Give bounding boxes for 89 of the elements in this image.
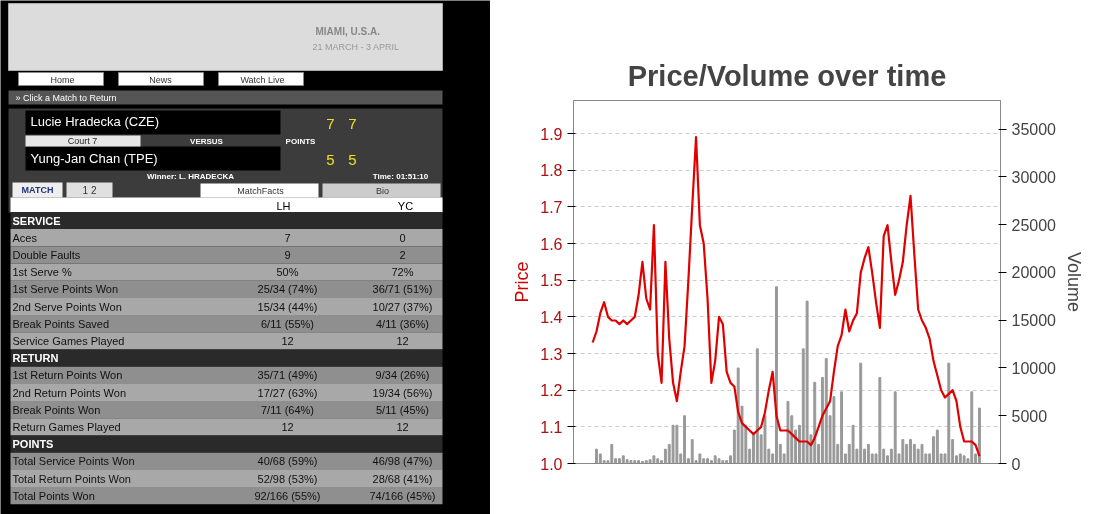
y-tick-label: 1.0 <box>540 455 563 473</box>
text: Total Return Points Won <box>12 472 131 485</box>
text: 72% <box>391 266 414 279</box>
text: Yung-Jan Chan (TPE) <box>30 151 158 166</box>
text: 7 <box>348 114 357 132</box>
y2-tick-label: 35000 <box>1011 121 1057 139</box>
text: LH <box>276 199 291 212</box>
text: 6/11 (55%) <box>261 317 314 330</box>
text: 1st Return Points Won <box>12 369 123 382</box>
text: 12 <box>396 334 409 347</box>
text: 35/71 (49%) <box>257 369 318 382</box>
text: 50% <box>276 266 299 279</box>
text: 40/68 (59%) <box>257 455 318 468</box>
text: Bio <box>376 185 390 196</box>
text: Break Points Won <box>12 403 101 416</box>
y-tick-label: 1.4 <box>540 308 563 326</box>
y-tick-label: 1.8 <box>540 162 563 180</box>
text: » Click a Match to Return <box>15 92 117 103</box>
y-tick-label: 1.7 <box>540 198 563 216</box>
y2-tick-label: 15000 <box>1011 312 1057 330</box>
y-tick-label: 1.2 <box>540 382 563 400</box>
text: News <box>149 74 173 85</box>
text: 1 2 <box>82 184 97 196</box>
text: Aces <box>12 231 38 244</box>
y2-tick-label: 20000 <box>1011 264 1057 282</box>
y-tick-label: 1.3 <box>540 345 563 363</box>
text: 5/11 (45%) <box>376 403 429 416</box>
text: 25/34 (74%) <box>257 283 318 296</box>
text: 9/34 (26%) <box>375 369 430 382</box>
text: 17/27 (63%) <box>257 386 318 399</box>
text: 2 <box>399 248 406 261</box>
text: 10/27 (37%) <box>372 300 433 313</box>
text: Court 7 <box>67 136 98 146</box>
text: 12 <box>281 420 294 433</box>
text: MIAMI, U.S.A. <box>315 26 381 37</box>
text: 9 <box>284 248 291 261</box>
text: VERSUS <box>190 137 224 146</box>
text: MatchFacts <box>237 185 285 196</box>
text: Winner: L. HRADECKA <box>146 172 235 181</box>
text: Total Service Points Won <box>12 455 135 468</box>
text: 0 <box>399 231 406 244</box>
text: Watch Live <box>240 74 285 85</box>
text: 74/166 (45%) <box>369 489 436 502</box>
text: SERVICE <box>12 214 61 227</box>
text: POINTS <box>12 438 54 451</box>
text: YC <box>397 199 414 212</box>
text: 52/98 (53%) <box>257 472 318 485</box>
text: 7 <box>284 231 291 244</box>
y-tick-label: 1.5 <box>540 272 563 290</box>
text: 28/68 (41%) <box>372 472 433 485</box>
y-tick-label: 1.9 <box>540 125 563 143</box>
text: 36/71 (51%) <box>372 283 433 296</box>
text: Double Faults <box>12 248 81 261</box>
text: 21 MARCH - 3 APRIL <box>312 41 400 52</box>
text: 1st Serve % <box>12 266 73 279</box>
text: 5 <box>348 150 357 168</box>
text: Lucie Hradecka (CZE) <box>30 114 160 129</box>
y-tick-label: 1.6 <box>540 235 563 253</box>
text: RETURN <box>12 352 59 365</box>
text: 92/166 (55%) <box>254 489 321 502</box>
text: Home <box>50 74 75 85</box>
text: Break Points Saved <box>12 317 110 330</box>
chart-title: Price/Volume over time <box>627 59 947 92</box>
y2-tick-label: 0 <box>1011 455 1021 473</box>
text: 1st Serve Points Won <box>12 283 119 296</box>
text: POINTS <box>285 137 317 146</box>
text: 4/11 (36%) <box>376 317 429 330</box>
y2-tick-label: 30000 <box>1011 168 1057 186</box>
text: 2nd Return Points Won <box>12 386 127 399</box>
text: 7 <box>326 114 335 132</box>
y-axis-title: Price <box>512 261 533 303</box>
text: Return Games Played <box>12 420 121 433</box>
y-tick-label: 1.1 <box>540 418 563 436</box>
text: 12 <box>281 334 294 347</box>
text: 7/11 (64%) <box>261 403 314 416</box>
text: 15/34 (44%) <box>257 300 318 313</box>
text: 2nd Serve Points Won <box>12 300 122 313</box>
y2-tick-label: 25000 <box>1011 216 1057 234</box>
text: 19/34 (56%) <box>372 386 433 399</box>
text: 46/98 (47%) <box>372 455 433 468</box>
y2-tick-label: 10000 <box>1011 359 1057 377</box>
text: Service Games Played <box>12 334 125 347</box>
text: MATCH <box>21 185 54 195</box>
text: 12 <box>396 420 409 433</box>
y2-axis-title: Volume <box>1063 251 1084 313</box>
text: 5 <box>326 150 335 168</box>
text: Total Points Won <box>12 489 95 502</box>
y2-tick-label: 5000 <box>1011 407 1048 425</box>
text: Time: 01:51:10 <box>372 172 429 181</box>
